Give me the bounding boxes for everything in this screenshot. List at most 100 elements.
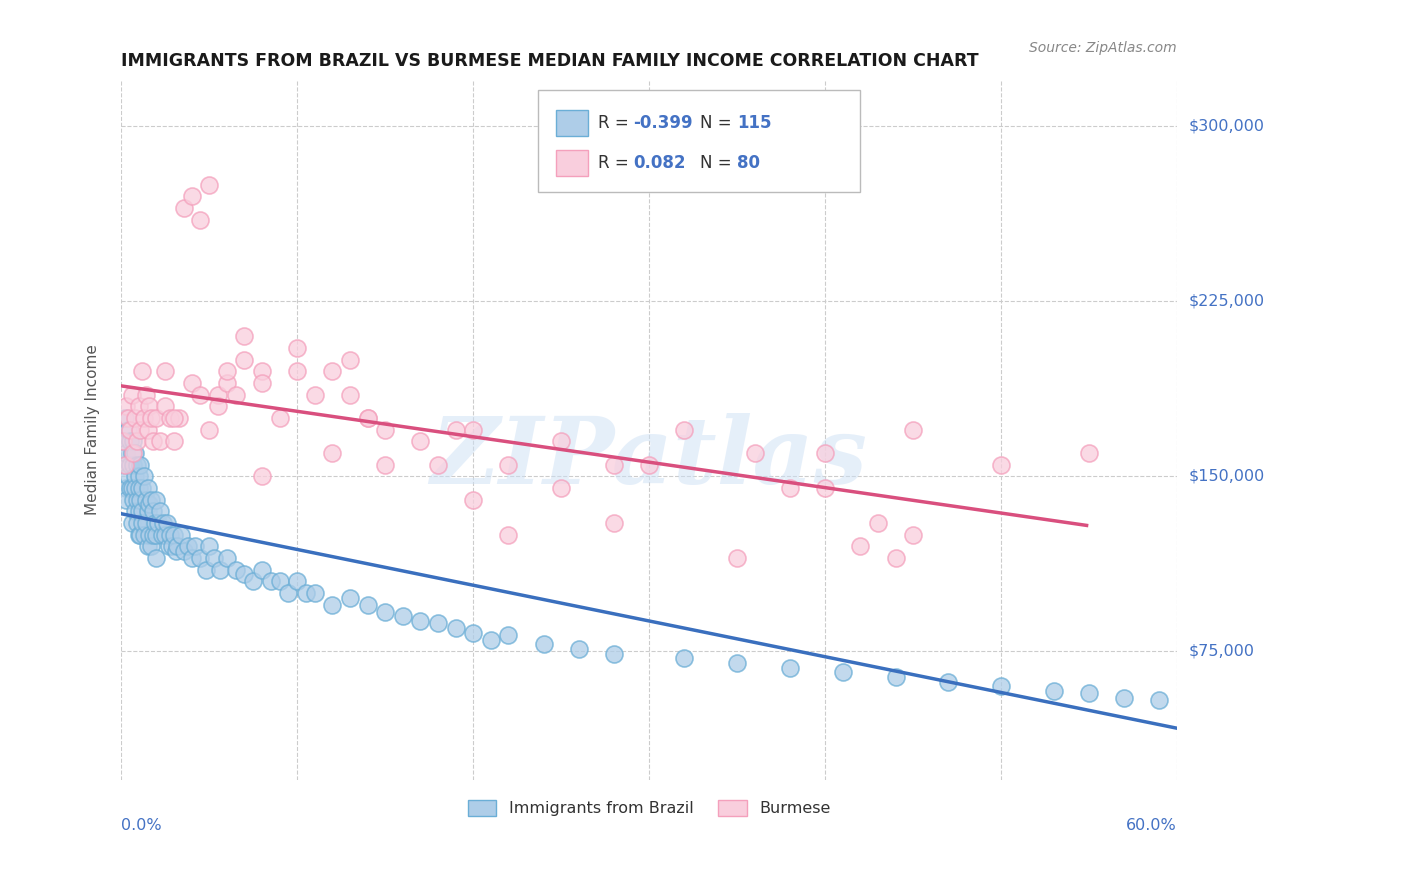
Point	[136, 539, 159, 553]
Legend: Immigrants from Brazil, Burmese: Immigrants from Brazil, Burmese	[460, 791, 838, 824]
Point	[814, 446, 837, 460]
Point	[139, 492, 162, 507]
Point	[374, 423, 396, 437]
Point	[165, 544, 187, 558]
Text: R =: R =	[599, 154, 634, 172]
Point	[152, 516, 174, 530]
Point	[285, 364, 308, 378]
Point	[198, 539, 221, 553]
Text: R =: R =	[599, 114, 634, 132]
Point	[118, 458, 141, 472]
Point	[180, 189, 202, 203]
Text: 0.0%: 0.0%	[121, 818, 162, 833]
Point	[111, 434, 134, 449]
Point	[160, 539, 183, 553]
Point	[603, 516, 626, 530]
Point	[128, 504, 150, 518]
Point	[444, 621, 467, 635]
Point	[533, 637, 555, 651]
Point	[194, 563, 217, 577]
Point	[374, 605, 396, 619]
Point	[128, 527, 150, 541]
Point	[163, 434, 186, 449]
Point	[138, 400, 160, 414]
Text: N =: N =	[700, 154, 737, 172]
Text: $225,000: $225,000	[1188, 293, 1264, 309]
Point	[321, 598, 343, 612]
Point	[207, 400, 229, 414]
Point	[250, 364, 273, 378]
Point	[463, 423, 485, 437]
Point	[498, 527, 520, 541]
Point	[132, 469, 155, 483]
Point	[304, 388, 326, 402]
Point	[124, 469, 146, 483]
Point	[111, 434, 134, 449]
Point	[849, 539, 872, 553]
Point	[356, 598, 378, 612]
Point	[277, 586, 299, 600]
Point	[136, 504, 159, 518]
Point	[339, 591, 361, 605]
Point	[117, 469, 139, 483]
Point	[118, 481, 141, 495]
Point	[779, 481, 801, 495]
FancyBboxPatch shape	[557, 150, 588, 177]
Point	[242, 574, 264, 589]
Point	[269, 411, 291, 425]
Point	[173, 544, 195, 558]
Point	[149, 434, 172, 449]
Point	[115, 446, 138, 460]
Point	[1184, 698, 1206, 712]
Point	[295, 586, 318, 600]
Point	[149, 504, 172, 518]
Point	[550, 481, 572, 495]
Point	[1219, 703, 1241, 717]
Point	[170, 527, 193, 541]
Point	[568, 642, 591, 657]
Point	[128, 481, 150, 495]
Point	[409, 434, 432, 449]
Point	[479, 632, 502, 647]
Point	[153, 527, 176, 541]
Point	[114, 458, 136, 472]
Point	[145, 551, 167, 566]
Point	[124, 411, 146, 425]
Point	[114, 458, 136, 472]
Point	[866, 516, 889, 530]
Point	[426, 616, 449, 631]
Text: 115: 115	[737, 114, 772, 132]
Point	[901, 527, 924, 541]
Point	[550, 434, 572, 449]
Point	[603, 458, 626, 472]
Point	[118, 434, 141, 449]
Text: $150,000: $150,000	[1188, 469, 1264, 483]
Point	[1324, 709, 1347, 723]
Point	[498, 458, 520, 472]
Point	[117, 423, 139, 437]
Point	[321, 364, 343, 378]
Point	[125, 434, 148, 449]
Point	[1078, 686, 1101, 700]
Point	[814, 481, 837, 495]
Point	[156, 516, 179, 530]
Point	[744, 446, 766, 460]
Point	[184, 539, 207, 553]
Point	[167, 411, 190, 425]
Point	[122, 434, 145, 449]
Point	[139, 411, 162, 425]
Point	[129, 458, 152, 472]
Point	[603, 647, 626, 661]
Point	[250, 563, 273, 577]
Text: N =: N =	[700, 114, 737, 132]
Point	[124, 504, 146, 518]
Point	[225, 563, 247, 577]
Point	[118, 423, 141, 437]
Point	[198, 178, 221, 192]
Point	[498, 628, 520, 642]
Point	[129, 492, 152, 507]
Point	[188, 212, 211, 227]
Text: Source: ZipAtlas.com: Source: ZipAtlas.com	[1029, 41, 1177, 55]
Point	[145, 492, 167, 507]
Point	[121, 388, 143, 402]
